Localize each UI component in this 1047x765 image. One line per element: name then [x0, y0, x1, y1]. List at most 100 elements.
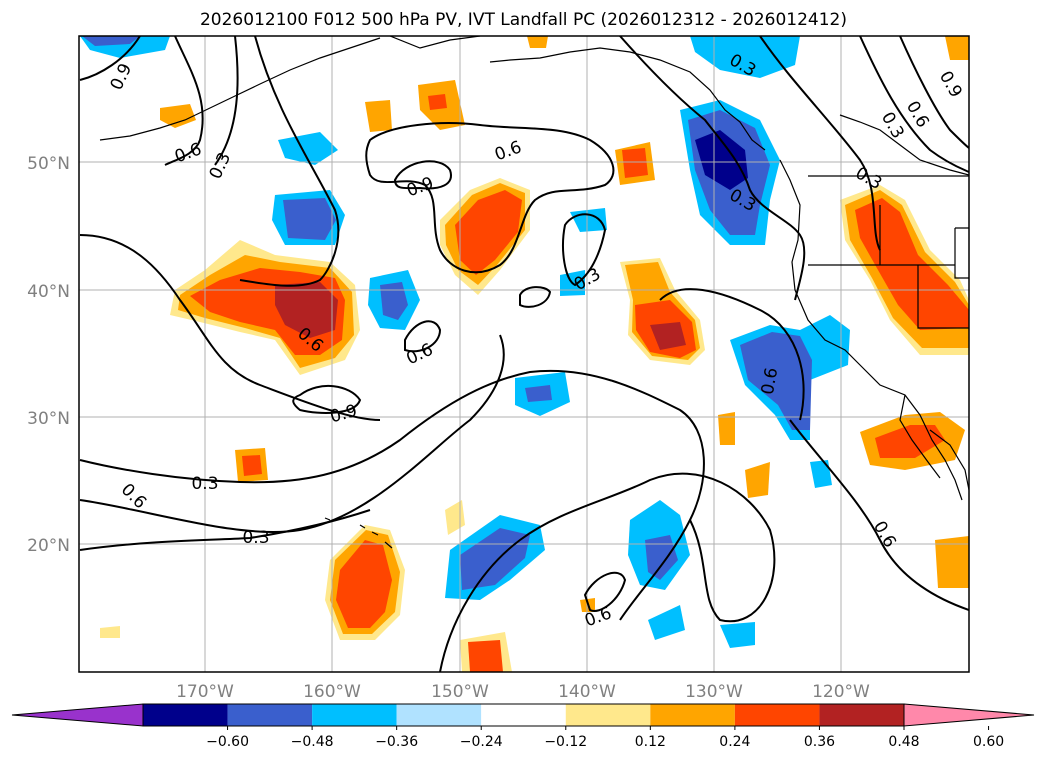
- colorbar-segment: [227, 704, 313, 726]
- shade-red-j: [622, 148, 648, 178]
- shade-red-e: [428, 94, 447, 110]
- colorbar-tick-label: −0.48: [291, 734, 334, 750]
- contour-06-east: [659, 288, 805, 421]
- colorbar-segment: [734, 704, 820, 726]
- colorbar-tick-label: −0.24: [460, 734, 503, 750]
- colorbar-extend-high: [903, 703, 1035, 727]
- shade-orange-d: [365, 100, 392, 132]
- shade-red-q: [242, 455, 262, 476]
- contour-label: 0.6: [758, 366, 782, 396]
- shade-dark-u: [645, 535, 678, 580]
- contour-06-lower: [79, 334, 505, 533]
- contour-se-03: [789, 419, 969, 611]
- coast-alaska-aleutians: [99, 36, 481, 141]
- contour-03-south: [79, 509, 371, 551]
- lat-label: 20°N: [27, 536, 70, 556]
- contour-east-09: [859, 36, 969, 173]
- lon-axis: 170°W 160°W 150°W 140°W 130°W 120°W: [176, 682, 870, 702]
- contour-03-lower: [79, 369, 705, 621]
- lon-label: 150°W: [431, 682, 489, 702]
- colorbar-segment: [565, 704, 651, 726]
- shade-dark-o: [525, 385, 552, 402]
- contour-small-e: [583, 571, 627, 612]
- colorbar-tick-label: 0.60: [973, 734, 1004, 750]
- colorbar-tick-label: 0.36: [804, 734, 835, 750]
- shade-orange-a: [160, 104, 196, 128]
- shade-yellow-af: [100, 626, 120, 638]
- shade-maroon-big: [275, 282, 338, 338]
- shade-orange-x: [745, 462, 770, 498]
- shade-maroon-k: [650, 322, 686, 350]
- coast-alaska-gulf: [489, 47, 766, 151]
- colorbar-segment: [819, 704, 904, 726]
- contour-east-03: [619, 36, 806, 301]
- contour-east-06: [899, 36, 969, 149]
- contour-east-03b: [759, 36, 881, 251]
- shade-navy-l: [695, 130, 748, 190]
- contour-06-south: [439, 472, 776, 672]
- map-title: 2026012100 F012 500 hPa PV, IVT Landfall…: [199, 10, 847, 30]
- colorbar-tick-label: −0.36: [375, 734, 418, 750]
- map-panel: 0.9 0.6 0.3 0.6 0.9 0.6 0.3 0.6 0.9 0.3 …: [78, 35, 970, 673]
- shade-orange-ac: [527, 36, 548, 48]
- contour-09-nw: [79, 36, 141, 81]
- lat-axis: 50°N 40°N 30°N 20°N: [27, 154, 70, 556]
- lon-label: 160°W: [303, 682, 361, 702]
- shade-blue-w: [720, 622, 755, 648]
- contour-big-ring: [79, 234, 381, 421]
- contour-small-d: [562, 213, 607, 287]
- shade-red-n: [855, 198, 969, 330]
- colorbar-tick-label: −0.12: [544, 734, 587, 750]
- coast-mexico: [929, 429, 969, 491]
- coastlines: [99, 36, 969, 549]
- colorbar-segment: [481, 704, 566, 726]
- contour-09-mid: [365, 122, 615, 274]
- lat-label: 50°N: [27, 154, 70, 174]
- graticule: [79, 36, 969, 672]
- border-canada-bc: [839, 114, 969, 176]
- shade-dark-c: [283, 198, 336, 240]
- colorbar-segment: [396, 704, 482, 726]
- contour-small-a: [292, 384, 362, 414]
- lon-label: 140°W: [558, 682, 616, 702]
- lon-label: 120°W: [812, 682, 870, 702]
- border-states-b: [954, 227, 969, 279]
- shade-orange-y: [718, 412, 735, 445]
- shade-red-s: [336, 540, 392, 628]
- shade-dark-f: [380, 282, 408, 320]
- contour-small-c: [519, 286, 552, 308]
- border-states-a: [808, 205, 969, 329]
- shade-blue-aa: [810, 460, 832, 488]
- colorbar-frame: [142, 703, 905, 727]
- shade-red-g: [455, 190, 522, 275]
- coast-baja: [899, 394, 941, 479]
- map-frame: [78, 35, 970, 673]
- contour-label: 0.3: [191, 474, 218, 494]
- colorbar: −0.60 −0.48 −0.36 −0.24 −0.12 0.12 0.24 0.36 0.4…: [11, 703, 1035, 750]
- contour-03-nw: [214, 36, 239, 166]
- contour-label: 0.3: [242, 528, 269, 548]
- shade-dark-m: [740, 332, 812, 430]
- colorbar-tick-label: 0.24: [719, 734, 750, 750]
- shade-orange-z: [935, 536, 969, 588]
- shade-blue-b: [278, 132, 338, 165]
- lat-label: 30°N: [27, 409, 70, 429]
- colorbar-tick-label: 0.12: [635, 734, 666, 750]
- colorbar-tick-label: 0.48: [888, 734, 919, 750]
- lon-label: 130°W: [685, 682, 743, 702]
- contour-inner-09: [393, 160, 452, 190]
- colorbar-extend-low: [11, 703, 144, 727]
- colorbar-segment: [312, 704, 397, 726]
- shade-orange-ad: [945, 36, 969, 60]
- shade-red-p: [875, 425, 945, 458]
- coast-west-us: [779, 159, 963, 501]
- shade-blue-v: [648, 605, 685, 640]
- lon-label: 170°W: [176, 682, 234, 702]
- shade-blue-ae: [690, 36, 800, 78]
- contour-small-b: [404, 320, 442, 353]
- hawaii-islands: [324, 517, 393, 549]
- pv-contours: [79, 36, 969, 672]
- colorbar-segment: [650, 704, 735, 726]
- shade-top-left-dark: [82, 36, 140, 46]
